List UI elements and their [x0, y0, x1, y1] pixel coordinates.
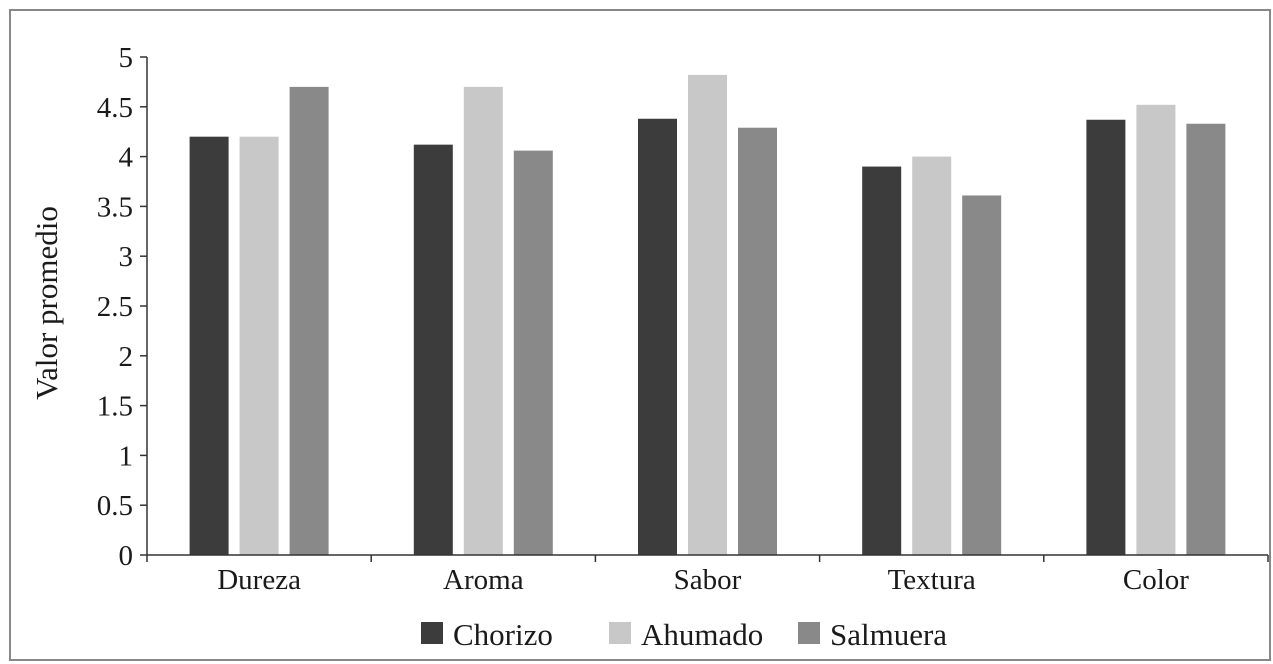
bar-ahumado-textura — [912, 156, 952, 555]
y-tick-label: 5 — [119, 42, 134, 74]
y-tick-label: 1 — [119, 440, 134, 472]
bars-layer — [189, 74, 1226, 556]
bar-chorizo-aroma — [413, 144, 453, 555]
x-category-label-dureza: Dureza — [217, 564, 301, 596]
y-axis-title: Valor promedio — [29, 206, 64, 400]
y-tick-label: 4.5 — [97, 92, 133, 124]
bar-ahumado-aroma — [463, 86, 503, 555]
y-tick-label: 1.5 — [97, 391, 133, 423]
y-tick-label: 3 — [119, 241, 134, 273]
bar-chorizo-textura — [862, 166, 902, 555]
legend-label-ahumado: Ahumado — [641, 617, 763, 652]
legend-label-chorizo: Chorizo — [453, 617, 553, 652]
bar-salmuera-aroma — [513, 150, 553, 555]
y-tick-label: 0.5 — [97, 490, 133, 522]
bar-salmuera-sabor — [738, 127, 777, 555]
y-tick-label: 4 — [119, 142, 134, 174]
x-category-label-textura: Textura — [888, 564, 976, 596]
y-tick-label: 3.5 — [97, 191, 133, 223]
bar-ahumado-dureza — [239, 136, 279, 555]
bar-salmuera-textura — [962, 195, 1002, 555]
bar-chorizo-color — [1086, 119, 1126, 556]
y-tick-label: 2.5 — [97, 291, 133, 323]
y-axis-ticks: 0 0.5 1 1.5 2 2.5 3 3.5 4 4.5 5 — [97, 42, 147, 572]
x-category-label-aroma: Aroma — [443, 564, 524, 596]
x-category-label-sabor: Sabor — [674, 564, 742, 596]
legend: Chorizo Ahumado Salmuera — [421, 617, 947, 652]
legend-swatch-salmuera — [798, 622, 820, 644]
legend-label-salmuera: Salmuera — [830, 617, 947, 652]
x-axis-ticks: Dureza Aroma Sabor Textura Color — [146, 555, 1269, 596]
bar-chorizo-sabor — [638, 118, 677, 555]
y-tick-label: 0 — [119, 540, 134, 572]
bar-salmuera-color — [1186, 123, 1226, 556]
bar-ahumado-color — [1136, 104, 1176, 556]
bar-ahumado-sabor — [688, 74, 727, 555]
legend-swatch-ahumado — [609, 622, 631, 644]
bar-chorizo-dureza — [189, 136, 229, 555]
x-category-label-color: Color — [1123, 564, 1189, 596]
legend-swatch-chorizo — [421, 622, 443, 644]
bar-salmuera-dureza — [289, 86, 329, 555]
y-tick-label: 2 — [119, 341, 134, 373]
